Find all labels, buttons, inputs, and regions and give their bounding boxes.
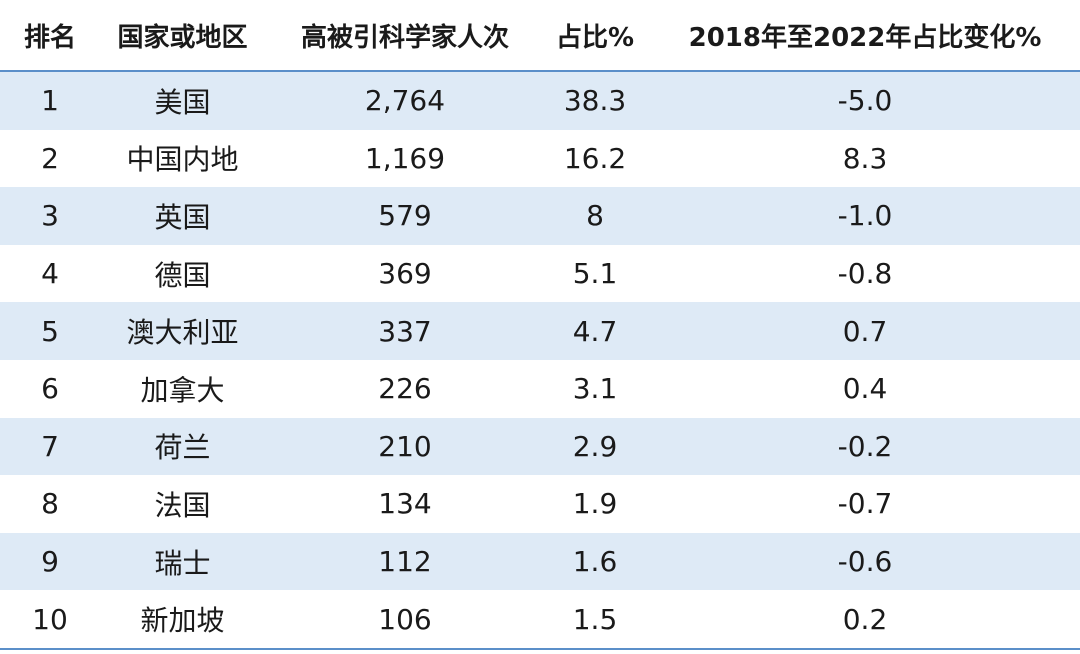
cell-change: 0.7 [842, 314, 888, 348]
cell-share: 4.7 [572, 314, 618, 348]
table-bottom-rule [0, 648, 1080, 650]
cell-share: 1.5 [572, 602, 618, 636]
table-row: 6 加拿大 226 3.1 0.4 [0, 360, 1080, 418]
cell-change: -1.0 [837, 199, 893, 233]
cell-share: 8 [586, 199, 604, 233]
cell-region: 瑞士 [154, 546, 211, 580]
cell-region: 加拿大 [140, 373, 225, 407]
cell-rank: 7 [41, 429, 59, 463]
cell-change: -5.0 [837, 84, 893, 118]
table-row: 1 美国 2,764 38.3 -5.0 [0, 72, 1080, 130]
cell-region: 美国 [154, 85, 211, 119]
cell-rank: 1 [41, 84, 59, 118]
cell-count: 579 [378, 199, 432, 233]
cell-region: 中国内地 [126, 143, 239, 177]
cell-rank: 2 [41, 141, 59, 175]
table-row: 4 德国 369 5.1 -0.8 [0, 245, 1080, 303]
table-row: 3 英国 579 8 -1.0 [0, 187, 1080, 245]
cell-region: 荷兰 [154, 431, 211, 465]
table-row: 10 新加坡 106 1.5 0.2 [0, 590, 1080, 648]
cell-count: 112 [378, 545, 432, 579]
cell-rank: 3 [41, 199, 59, 233]
cell-count: 226 [378, 372, 432, 406]
cell-rank: 5 [41, 314, 59, 348]
cell-region: 澳大利亚 [126, 316, 239, 350]
header-region: 国家或地区 [117, 22, 248, 53]
cell-region: 法国 [154, 488, 211, 522]
cell-share: 1.6 [572, 545, 618, 579]
cell-count: 134 [378, 487, 432, 521]
header-share: 占比% [555, 22, 635, 53]
cell-count: 210 [378, 429, 432, 463]
table-row: 8 法国 134 1.9 -0.7 [0, 475, 1080, 533]
cell-rank: 10 [32, 602, 68, 636]
table-header-row: 排名 国家或地区 高被引科学家人次 占比% 2018年至2022年占比变化% [0, 0, 1080, 70]
table-row: 2 中国内地 1,169 16.2 8.3 [0, 130, 1080, 188]
cell-rank: 8 [41, 487, 59, 521]
table-header-rule [0, 70, 1080, 72]
cell-count: 1,169 [364, 141, 446, 175]
cell-change: 8.3 [842, 141, 888, 175]
cell-region: 德国 [154, 258, 211, 292]
cell-rank: 4 [41, 257, 59, 291]
cell-count: 106 [378, 602, 432, 636]
cell-count: 2,764 [364, 84, 446, 118]
header-rank: 排名 [23, 22, 76, 53]
cell-share: 3.1 [572, 372, 618, 406]
cell-change: -0.8 [837, 257, 893, 291]
table-row: 5 澳大利亚 337 4.7 0.7 [0, 302, 1080, 360]
cell-region: 新加坡 [140, 604, 225, 638]
cell-region: 英国 [154, 200, 211, 234]
cell-share: 2.9 [572, 429, 618, 463]
cell-share: 16.2 [563, 141, 627, 175]
header-count: 高被引科学家人次 [300, 22, 509, 53]
cell-rank: 9 [41, 545, 59, 579]
cell-change: -0.2 [837, 429, 893, 463]
table-row: 9 瑞士 112 1.6 -0.6 [0, 532, 1080, 591]
cell-share: 5.1 [572, 257, 618, 291]
cell-change: -0.6 [837, 545, 893, 579]
cell-change: -0.7 [837, 487, 893, 521]
header-change: 2018年至2022年占比变化% [688, 22, 1042, 53]
cell-share: 1.9 [572, 487, 618, 521]
cell-count: 369 [378, 257, 432, 291]
cell-count: 337 [378, 314, 432, 348]
cell-change: 0.4 [842, 372, 888, 406]
cell-share: 38.3 [563, 84, 627, 118]
table-row: 7 荷兰 210 2.9 -0.2 [0, 417, 1080, 476]
cell-change: 0.2 [842, 602, 888, 636]
cell-rank: 6 [41, 372, 59, 406]
